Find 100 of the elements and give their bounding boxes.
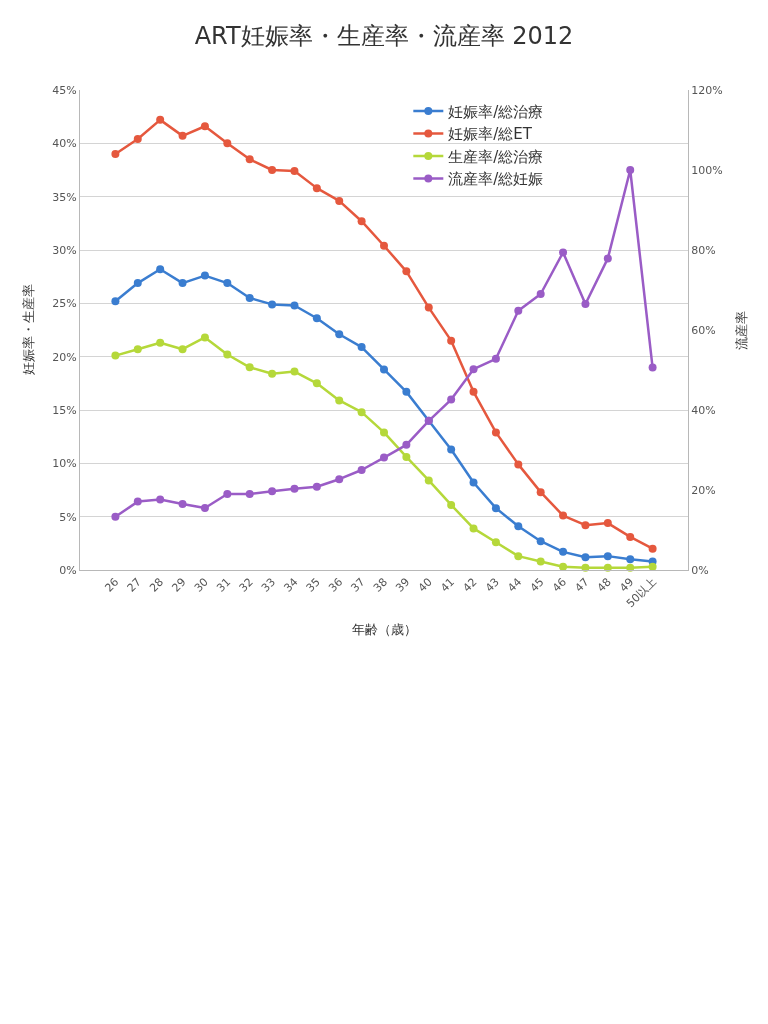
y-tick-label: 35% bbox=[52, 190, 77, 204]
point bbox=[268, 487, 277, 496]
point bbox=[335, 475, 344, 484]
point bbox=[335, 330, 344, 339]
point bbox=[223, 139, 232, 148]
point bbox=[491, 504, 500, 513]
point bbox=[133, 279, 142, 288]
point bbox=[447, 336, 456, 345]
x-tick-label: 33 bbox=[259, 575, 279, 595]
point bbox=[178, 279, 187, 288]
point bbox=[178, 345, 187, 354]
point bbox=[469, 365, 478, 374]
y-tick-label: 25% bbox=[52, 297, 77, 311]
point bbox=[156, 495, 165, 504]
point bbox=[312, 314, 321, 323]
point bbox=[581, 553, 590, 562]
y2-tick-label: 20% bbox=[691, 483, 716, 497]
y-tick-label: 15% bbox=[52, 403, 77, 417]
point bbox=[245, 294, 254, 302]
x-tick-label: 46 bbox=[549, 575, 570, 595]
point bbox=[424, 476, 433, 485]
point bbox=[581, 521, 590, 530]
point bbox=[447, 395, 456, 404]
y-tick-label: 10% bbox=[52, 457, 77, 471]
point bbox=[559, 248, 568, 257]
x-tick-label: 32 bbox=[236, 575, 256, 595]
point bbox=[178, 500, 187, 508]
point bbox=[648, 363, 657, 372]
x-tick-label: 49 bbox=[617, 575, 637, 595]
point bbox=[312, 184, 321, 193]
point bbox=[223, 279, 232, 288]
point bbox=[626, 563, 635, 572]
point bbox=[380, 365, 388, 374]
point bbox=[223, 350, 232, 359]
x-tick-label: 27 bbox=[124, 575, 144, 595]
x-tick-label: 44 bbox=[505, 575, 525, 595]
point bbox=[469, 478, 478, 487]
point bbox=[335, 396, 344, 405]
x-tick-label: 36 bbox=[326, 575, 346, 595]
x-tick-label: 41 bbox=[438, 575, 458, 595]
x-tick-label: 37 bbox=[348, 575, 368, 595]
y-axis-title: 妊娠率・生産率 bbox=[21, 284, 37, 376]
x-tick-label: 45 bbox=[527, 575, 547, 595]
point bbox=[133, 135, 142, 144]
point bbox=[514, 306, 523, 315]
point bbox=[111, 512, 120, 521]
point bbox=[357, 343, 366, 352]
point bbox=[491, 428, 500, 437]
point bbox=[626, 166, 635, 174]
x-tick-label: 26 bbox=[102, 575, 122, 595]
point bbox=[290, 484, 299, 493]
legend-label: 妊娠率/総治療 bbox=[448, 102, 544, 121]
point bbox=[469, 524, 478, 533]
point bbox=[245, 363, 254, 372]
point bbox=[603, 563, 612, 572]
point bbox=[357, 217, 366, 226]
y2-axis-title: 流産率 bbox=[734, 310, 750, 350]
point bbox=[111, 150, 120, 158]
point bbox=[626, 532, 635, 541]
point bbox=[156, 265, 165, 274]
point bbox=[200, 122, 209, 131]
point bbox=[514, 552, 523, 561]
y2-tick-label: 0% bbox=[691, 563, 709, 577]
y2-tick-label: 80% bbox=[691, 243, 716, 257]
y-tick-label: 40% bbox=[52, 137, 77, 151]
point bbox=[156, 338, 165, 347]
point bbox=[133, 497, 142, 506]
y2-tick-label: 100% bbox=[691, 163, 723, 177]
point bbox=[380, 428, 388, 437]
point bbox=[447, 445, 456, 454]
legend-label: 流産率/総妊娠 bbox=[448, 170, 544, 189]
point bbox=[469, 387, 478, 396]
point bbox=[491, 538, 500, 547]
point bbox=[536, 557, 545, 566]
x-tick-label: 39 bbox=[393, 575, 413, 595]
chart-title: ART妊娠率・生産率・流産率 2012 bbox=[194, 22, 574, 50]
legend-label: 生産率/総治療 bbox=[448, 147, 544, 166]
point bbox=[245, 155, 254, 164]
point bbox=[200, 504, 209, 512]
x-tick-label: 43 bbox=[482, 575, 502, 595]
x-tick-label: 30 bbox=[191, 575, 211, 595]
point bbox=[178, 131, 187, 140]
point bbox=[491, 354, 500, 363]
point bbox=[559, 562, 568, 571]
point bbox=[268, 300, 277, 309]
point bbox=[581, 300, 590, 308]
x-tick-label: 48 bbox=[594, 575, 614, 595]
x-axis-title: 年齢（歳） bbox=[351, 621, 417, 637]
x-tick-label: 34 bbox=[281, 575, 301, 595]
x-tick-label: 42 bbox=[460, 575, 480, 595]
point bbox=[536, 290, 545, 298]
point bbox=[514, 522, 523, 531]
point bbox=[447, 500, 456, 509]
x-tick-label: 28 bbox=[147, 575, 167, 595]
y2-tick-label: 120% bbox=[691, 83, 723, 97]
point bbox=[335, 196, 344, 205]
point bbox=[111, 351, 120, 360]
point bbox=[603, 519, 612, 528]
point bbox=[290, 301, 299, 310]
point bbox=[536, 488, 545, 497]
